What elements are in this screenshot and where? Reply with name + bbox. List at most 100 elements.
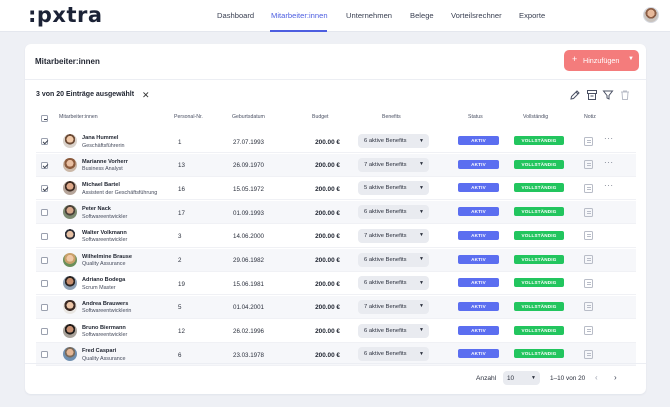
employee-name[interactable]: Adriano Bodega	[82, 277, 126, 284]
more-options-icon[interactable]: ···	[604, 181, 614, 191]
nav-vorteilsrechner[interactable]: Vorteilsrechner	[451, 11, 502, 20]
budget-value: 200.00 €	[315, 233, 340, 241]
benefits-dropdown[interactable]: 7 aktive Benefits ▼	[358, 299, 429, 314]
more-options-icon[interactable]: ···	[604, 157, 614, 167]
row-checkbox[interactable]	[41, 232, 48, 240]
select-all-checkbox[interactable]	[41, 115, 48, 122]
benefits-dropdown[interactable]: 7 aktive Benefits ▼	[358, 228, 429, 243]
employee-role: Assistent der Geschäftsführung	[82, 189, 158, 196]
avatar	[63, 299, 77, 314]
nav-belege[interactable]: Belege	[410, 11, 434, 20]
note-icon[interactable]	[584, 349, 593, 359]
row-checkbox[interactable]	[41, 138, 48, 145]
nav-dashboard[interactable]: Dashboard	[217, 11, 255, 20]
employee-name[interactable]: Walter Volkmann	[82, 229, 127, 236]
per-page-label: Anzahl	[476, 375, 497, 382]
note-icon[interactable]	[584, 183, 593, 193]
row-checkbox[interactable]	[41, 161, 48, 169]
nav-unternehmen[interactable]: Unternehmen	[346, 11, 393, 20]
note-icon[interactable]	[584, 207, 593, 217]
benefits-dropdown[interactable]: 6 aktive Benefits ▼	[358, 276, 429, 291]
table-row[interactable]: Fred Caspari Quality Assurance 6 23.03.1978…	[36, 343, 636, 367]
filter-icon[interactable]	[602, 88, 616, 102]
col-dob[interactable]: Geburtsdatum	[232, 114, 265, 120]
table-row[interactable]: Peter Nack Softwareentwickler 17 01.09.1993…	[36, 201, 636, 225]
employee-name[interactable]: Jana Hummel	[82, 135, 119, 141]
col-pnr[interactable]: Personal-Nr.	[174, 114, 203, 120]
benefits-dropdown[interactable]: 6 aktive Benefits ▼	[358, 323, 429, 338]
birth-date: 26.09.1970	[233, 162, 264, 170]
complete-badge: VOLLSTÄNDIG	[514, 207, 564, 217]
row-checkbox[interactable]	[41, 351, 48, 359]
status-badge: AKTIV	[458, 230, 499, 240]
budget-value: 200.00 €	[315, 185, 340, 193]
archive-icon[interactable]	[586, 88, 600, 102]
col-status[interactable]: Status	[468, 114, 483, 120]
personnel-number: 19	[178, 280, 185, 288]
table-header: Mitarbeiter:innen Personal-Nr. Geburtsda…	[36, 111, 636, 125]
pagination-range: 1–10 von 20	[550, 375, 586, 382]
chevron-down-icon: ▼	[531, 375, 536, 381]
trash-icon[interactable]	[619, 88, 633, 102]
note-icon[interactable]	[584, 160, 593, 170]
add-button-label: Hinzufügen	[583, 56, 620, 65]
table-row[interactable]: Bruno Biermann Softwareentwickler 12 26.02.…	[36, 320, 636, 343]
table-row[interactable]: Michael Bartel Assistent der Geschäftsfüh…	[36, 177, 636, 201]
per-page-select[interactable]: 10 ▼	[503, 371, 540, 385]
col-complete[interactable]: Vollständig	[523, 114, 549, 120]
col-budget[interactable]: Budget	[312, 114, 329, 120]
table-row[interactable]: Marianne Vorherr Business Analyst 13 26.09.…	[36, 153, 636, 177]
personnel-number: 1	[178, 138, 182, 146]
prev-page-icon[interactable]: ‹	[595, 373, 598, 382]
benefits-dropdown[interactable]: 6 aktive Benefits ▼	[358, 252, 429, 267]
benefits-dropdown[interactable]: 5 aktive Benefits ▼	[358, 181, 429, 196]
logo[interactable]: :pxtra	[28, 3, 103, 27]
table-row[interactable]: Wilhelmine Brause Quality Assurance 2 29.06…	[36, 248, 636, 272]
note-icon[interactable]	[584, 136, 593, 146]
table-row[interactable]: Walter Volkmann Softwareentwickler 3 14.06.…	[36, 225, 636, 248]
note-icon[interactable]	[584, 231, 593, 241]
note-icon[interactable]	[584, 278, 593, 288]
row-checkbox[interactable]	[41, 185, 48, 193]
table-row[interactable]: Jana Hummel Geschäftsführerin 1 27.07.1993 2…	[36, 130, 636, 153]
row-checkbox[interactable]	[41, 209, 48, 217]
status-badge: AKTIV	[458, 159, 499, 169]
employee-name[interactable]: Andrea Brauwers	[82, 300, 129, 307]
benefits-dropdown[interactable]: 7 aktive Benefits ▼	[358, 157, 429, 172]
employee-name[interactable]: Fred Caspari	[82, 348, 117, 355]
row-checkbox[interactable]	[41, 327, 48, 335]
top-bar: :pxtra Dashboard Mitarbeiter:innen Unter…	[0, 0, 670, 32]
edit-icon[interactable]	[569, 88, 583, 102]
note-icon[interactable]	[584, 302, 593, 312]
nav-exporte[interactable]: Exporte	[519, 11, 546, 20]
complete-badge: VOLLSTÄNDIG	[514, 325, 564, 335]
benefits-dropdown[interactable]: 6 aktive Benefits ▼	[358, 134, 429, 148]
user-avatar[interactable]	[643, 7, 659, 23]
employee-name[interactable]: Marianne Vorherr	[82, 158, 128, 165]
employee-name[interactable]: Wilhelmine Brause	[82, 253, 132, 260]
row-checkbox[interactable]	[41, 256, 48, 264]
employee-name[interactable]: Michael Bartel	[82, 182, 120, 189]
budget-value: 200.00 €	[315, 280, 340, 288]
row-checkbox[interactable]	[41, 280, 48, 288]
col-benefits[interactable]: Benefits	[382, 114, 401, 120]
benefits-dropdown[interactable]: 6 aktive Benefits ▼	[358, 205, 429, 220]
chevron-down-icon[interactable]: ▼	[628, 56, 634, 62]
add-employee-button[interactable]: + Hinzufügen ▼	[564, 50, 639, 71]
table-row[interactable]: Adriano Bodega Scrum Master 19 15.06.1981 20…	[36, 272, 636, 296]
birth-date: 26.02.1996	[233, 328, 264, 336]
col-employee[interactable]: Mitarbeiter:innen	[59, 114, 98, 120]
more-options-icon[interactable]: ···	[604, 134, 614, 143]
employee-name[interactable]: Bruno Biermann	[82, 324, 126, 331]
nav-active-indicator	[270, 30, 327, 32]
note-icon[interactable]	[584, 255, 593, 264]
avatar	[63, 205, 77, 220]
benefits-dropdown[interactable]: 6 aktive Benefits ▼	[358, 347, 429, 362]
table-row[interactable]: Andrea Brauwers Softwareentwicklerin 5 01.0…	[36, 295, 636, 319]
nav-mitarbeiter[interactable]: Mitarbeiter:innen	[271, 11, 328, 20]
note-icon[interactable]	[584, 326, 593, 336]
employee-name[interactable]: Peter Nack	[82, 206, 111, 213]
clear-selection-icon[interactable]: ✕	[142, 90, 150, 100]
next-page-icon[interactable]: ›	[614, 373, 617, 382]
row-checkbox[interactable]	[41, 303, 48, 311]
